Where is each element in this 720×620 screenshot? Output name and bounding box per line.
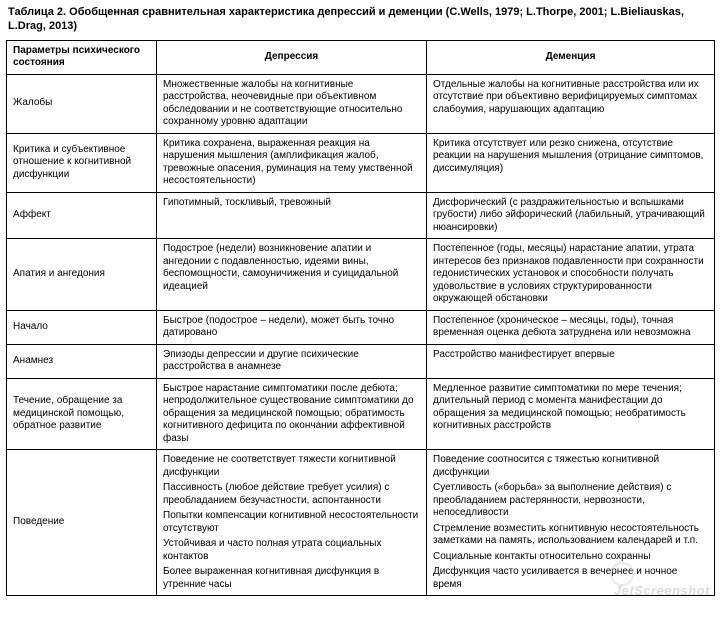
cell-line: Быстрое (подострое – недели), может быть… <box>163 315 420 340</box>
cell-line: Критика сохранена, выраженная реакция на… <box>163 138 420 188</box>
page-container: Таблица 2. Обобщенная сравнительная хара… <box>0 0 720 604</box>
cell-line: Устойчивая и часто полная утрата социаль… <box>163 538 420 563</box>
dementia-cell: Критика отсутствует или резко снижена, о… <box>427 133 715 192</box>
param-cell: Поведение <box>7 450 157 596</box>
param-cell: Анамнез <box>7 344 157 378</box>
depression-cell: Быстрое нарастание симптоматики после де… <box>157 378 427 450</box>
cell-line: Расстройство манифестирует впервые <box>433 349 708 362</box>
cell-line: Критика отсутствует или резко снижена, о… <box>433 138 708 176</box>
cell-line: Более выраженная когнитивная дисфункция … <box>163 566 420 591</box>
cell-line: Быстрое нарастание симптоматики после де… <box>163 383 420 446</box>
param-cell: Аффект <box>7 192 157 239</box>
cell-line: Гипотимный, тоскливый, тревожный <box>163 197 420 210</box>
depression-cell: Быстрое (подострое – недели), может быть… <box>157 310 427 344</box>
param-cell: Жалобы <box>7 74 157 133</box>
dementia-cell: Поведение соотносится с тяжестью когнити… <box>427 450 715 596</box>
param-cell: Апатия и ангедония <box>7 239 157 311</box>
depression-cell: Критика сохранена, выраженная реакция на… <box>157 133 427 192</box>
cell-line: Стремление возместить когнитивную несост… <box>433 523 708 548</box>
depression-cell: Поведение не соответствует тяжести когни… <box>157 450 427 596</box>
table-row: ПоведениеПоведение не соответствует тяже… <box>7 450 715 596</box>
cell-line: Социальные контакты относительно сохранн… <box>433 551 708 564</box>
depression-cell: Эпизоды депрессии и другие психические р… <box>157 344 427 378</box>
cell-line: Попытки компенсации когнитивной несостоя… <box>163 510 420 535</box>
cell-line: Поведение не соответствует тяжести когни… <box>163 454 420 479</box>
table-row: Критика и субъективное отношение к когни… <box>7 133 715 192</box>
dementia-cell: Отдельные жалобы на когнитивные расстрой… <box>427 74 715 133</box>
table-body: ЖалобыМножественные жалобы на когнитивны… <box>7 74 715 596</box>
cell-line: Пассивность (любое действие требует усил… <box>163 482 420 507</box>
col-header-dementia: Деменция <box>427 40 715 74</box>
table-row: НачалоБыстрое (подострое – недели), може… <box>7 310 715 344</box>
table-title: Таблица 2. Обобщенная сравнительная хара… <box>6 4 714 40</box>
cell-line: Подострое (недели) возникновение апатии … <box>163 243 420 293</box>
param-cell: Течение, обращение за медицинской помощь… <box>7 378 157 450</box>
comparison-table: Параметры психического состояния Депресс… <box>6 40 715 597</box>
table-row: ЖалобыМножественные жалобы на когнитивны… <box>7 74 715 133</box>
depression-cell: Подострое (недели) возникновение апатии … <box>157 239 427 311</box>
col-header-depression: Депрессия <box>157 40 427 74</box>
dementia-cell: Медленное развитие симптоматики по мере … <box>427 378 715 450</box>
cell-line: Поведение соотносится с тяжестью когнити… <box>433 454 708 479</box>
dementia-cell: Постепенное (годы, месяцы) нарастание ап… <box>427 239 715 311</box>
cell-line: Эпизоды депрессии и другие психические р… <box>163 349 420 374</box>
param-cell: Начало <box>7 310 157 344</box>
dementia-cell: Дисфорический (с раздражительностью и вс… <box>427 192 715 239</box>
table-row: АнамнезЭпизоды депрессии и другие психич… <box>7 344 715 378</box>
depression-cell: Множественные жалобы на когнитивные расс… <box>157 74 427 133</box>
param-cell: Критика и субъективное отношение к когни… <box>7 133 157 192</box>
depression-cell: Гипотимный, тоскливый, тревожный <box>157 192 427 239</box>
cell-line: Дисфорический (с раздражительностью и вс… <box>433 197 708 235</box>
dementia-cell: Расстройство манифестирует впервые <box>427 344 715 378</box>
cell-line: Отдельные жалобы на когнитивные расстрой… <box>433 79 708 117</box>
cell-line: Суетливость («борьба» за выполнение дейс… <box>433 482 708 520</box>
table-header-row: Параметры психического состояния Депресс… <box>7 40 715 74</box>
table-row: Апатия и ангедонияПодострое (недели) воз… <box>7 239 715 311</box>
cell-line: Множественные жалобы на когнитивные расс… <box>163 79 420 129</box>
col-header-param: Параметры психического состояния <box>7 40 157 74</box>
cell-line: Дисфункция часто усиливается в вечернее … <box>433 566 708 591</box>
table-row: Течение, обращение за медицинской помощь… <box>7 378 715 450</box>
cell-line: Медленное развитие симптоматики по мере … <box>433 383 708 433</box>
table-row: Аффект Гипотимный, тоскливый, тревожный Ди… <box>7 192 715 239</box>
cell-line: Постепенное (годы, месяцы) нарастание ап… <box>433 243 708 306</box>
cell-line: Постепенное (хроническое – месяцы, годы)… <box>433 315 708 340</box>
dementia-cell: Постепенное (хроническое – месяцы, годы)… <box>427 310 715 344</box>
